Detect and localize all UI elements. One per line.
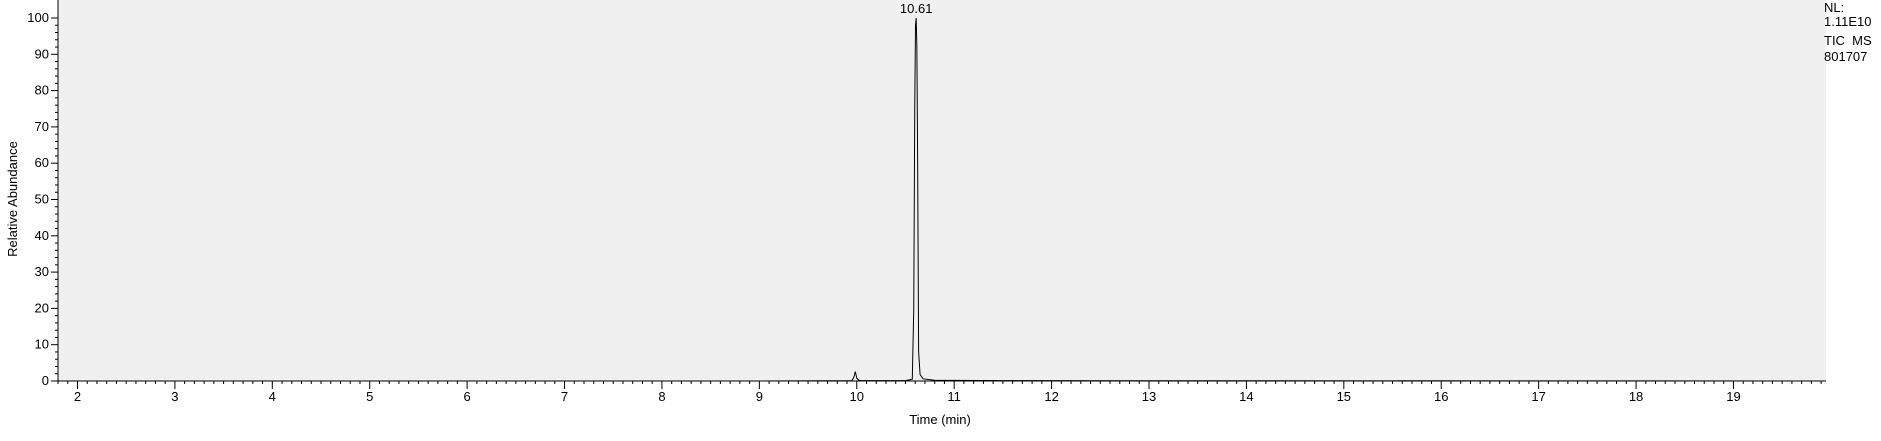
tick-labels: 2 3 4 5 6 7 8 9 10 11 12 13 14 15 16 17 18 19 0 10 20 30 40 50 6… [27,10,1740,404]
x-tick-label: 18 [1629,389,1643,404]
x-tick-label: 14 [1239,389,1253,404]
x-tick-label: 6 [464,389,471,404]
x-axis-title: Time (min) [909,412,971,427]
x-tick-label: 2 [74,389,81,404]
tic-trace [58,17,1827,382]
y-tick-label: 80 [35,83,49,98]
y-tick-label: 60 [35,155,49,170]
x-tick-label: 10 [850,389,864,404]
y-tick-label: 40 [35,228,49,243]
plot-background [58,0,1826,381]
y-tick-label: 20 [35,300,49,315]
y-tick-label: 70 [35,119,49,134]
x-tick-label: 17 [1531,389,1545,404]
x-tick-label: 4 [269,389,276,404]
peak-labels: 10.61 [900,1,933,16]
y-tick-label: 90 [35,46,49,61]
y-tick-label: 0 [42,373,49,388]
trace-type-label: TIC MS [1824,33,1872,48]
x-tick-label: 16 [1434,389,1448,404]
x-tick-label: 9 [756,389,763,404]
y-tick-label: 100 [27,10,49,25]
x-tick-label: 15 [1337,389,1351,404]
x-tick-label: 11 [947,389,961,404]
y-axis-title: Relative Abundance [5,141,20,257]
y-tick-label: 30 [35,264,49,279]
x-tick-label: 12 [1044,389,1058,404]
peak-label: 10.61 [900,1,933,16]
nl-value: 1.11E10 [1824,14,1872,29]
x-tick-label: 3 [171,389,178,404]
x-tick-label: 19 [1726,389,1740,404]
sample-id-label: 801707 [1824,49,1868,64]
nl-label: NL: [1824,0,1845,15]
x-tick-label: 8 [658,389,665,404]
x-tick-label: 7 [561,389,568,404]
x-tick-label: 13 [1142,389,1156,404]
x-tick-label: 5 [366,389,373,404]
y-tick-label: 10 [35,337,49,352]
y-tick-label: 50 [35,192,49,207]
